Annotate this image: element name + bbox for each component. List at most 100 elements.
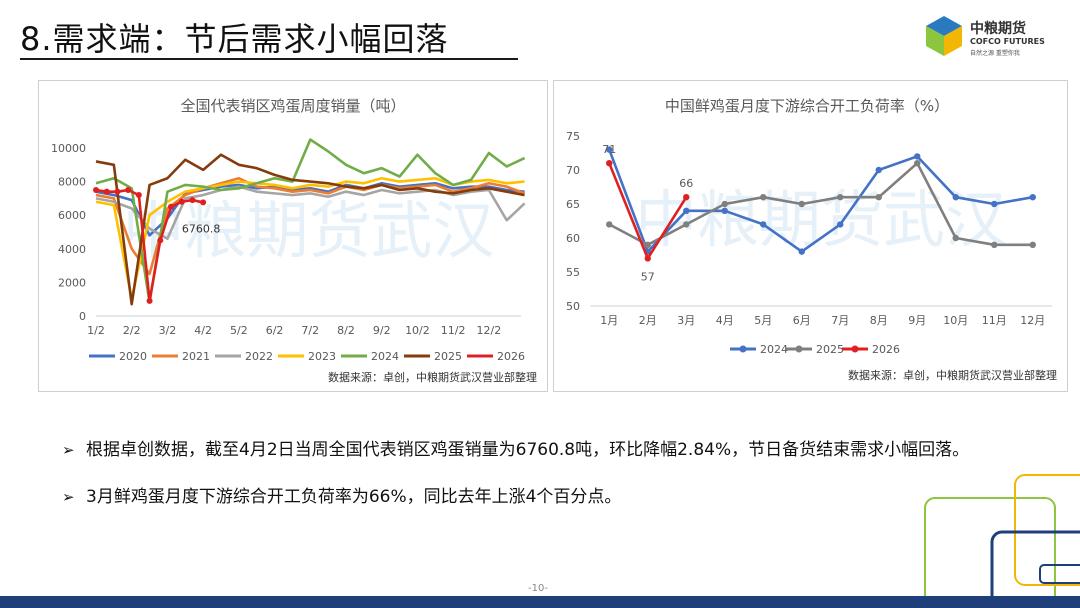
- data-label: 6760.8: [182, 222, 221, 235]
- decorative-frames: [924, 474, 1080, 596]
- chart-source: 数据来源：卓创，中粮期货武汉营业部整理: [848, 368, 1057, 382]
- legend-label-2020: 2020: [119, 350, 147, 363]
- data-point-2024: [952, 194, 959, 201]
- data-point-2026: [644, 255, 651, 262]
- data-point-2024: [914, 153, 921, 160]
- arrow-bullet-icon: ➢: [62, 441, 75, 459]
- x-tick-label: 5月: [754, 314, 772, 327]
- y-tick-label: 65: [566, 198, 580, 211]
- series-line-2025: [95, 153, 525, 306]
- x-tick-label: 10月: [943, 314, 968, 327]
- data-point-2026: [606, 160, 613, 167]
- legend-marker-2026: [851, 345, 859, 353]
- y-tick-label: 70: [566, 164, 580, 177]
- data-point-2024: [1029, 194, 1036, 201]
- x-tick-label: 12/2: [477, 324, 502, 337]
- y-tick-label: 2000: [58, 276, 86, 289]
- x-tick-label: 2/2: [123, 324, 141, 337]
- data-point-2025: [721, 200, 728, 208]
- data-point-2026: [683, 194, 690, 201]
- data-point-2025: [991, 241, 998, 248]
- x-tick-label: 5/2: [230, 324, 248, 337]
- x-tick-label: 12月: [1020, 314, 1045, 327]
- chart-panel-utilization: 中粮期货武汉 中国鲜鸡蛋月度下游综合开工负荷率（%） 50 55 60 65 70 75 1月 2…: [553, 80, 1068, 392]
- legend-label-2023: 2023: [308, 350, 336, 363]
- page-number: -10-: [528, 583, 548, 594]
- data-point-2025: [1029, 241, 1036, 248]
- data-point-2024: [606, 146, 613, 153]
- chart-panel-weekly-sales: 中粮期货武汉 全国代表销区鸡蛋周度销量（吨） 0 2000 4000 6000 8000 10…: [38, 80, 548, 392]
- bullet-text: 3月鲜鸡蛋月度下游综合开工负荷率为66%，同比去年上涨4个百分点。: [86, 487, 622, 507]
- data-point-2026: [103, 188, 110, 195]
- x-tick-label: 4/2: [194, 324, 212, 337]
- y-tick-label: 75: [566, 130, 580, 143]
- x-tick-label: 11月: [982, 314, 1007, 327]
- data-label: 57: [641, 270, 655, 283]
- chart-source: 数据来源：卓创，中粮期货武汉营业部整理: [328, 370, 537, 384]
- arrow-bullet-icon: ➢: [62, 488, 75, 506]
- bullet-list: ➢ 根据卓创数据，截至4月2日当周全国代表销区鸡蛋销量为6760.8吨，环比降幅…: [62, 438, 986, 532]
- logo-slogan: 自然之源 重塑你我: [970, 50, 1020, 57]
- data-point-2024: [798, 248, 805, 255]
- data-point-2024: [721, 207, 728, 214]
- data-point-2024: [683, 207, 690, 214]
- bullet-item: ➢ 根据卓创数据，截至4月2日当周全国代表销区鸡蛋销量为6760.8吨，环比降幅…: [62, 438, 986, 463]
- x-tick-label: 11/2: [441, 324, 466, 337]
- x-tick-label: 6/2: [266, 324, 284, 337]
- x-tick-label: 7/2: [301, 324, 319, 337]
- data-point-2026: [135, 192, 142, 199]
- legend-label-2025: 2025: [816, 343, 844, 356]
- data-point-2026: [93, 187, 99, 193]
- cofco-logo-icon: [926, 16, 962, 56]
- data-point-2025: [837, 194, 844, 201]
- legend-label-2025: 2025: [434, 350, 462, 363]
- x-tick-label: 2月: [639, 314, 657, 327]
- data-label: 71: [602, 143, 616, 156]
- y-tick-label: 4000: [58, 243, 86, 256]
- legend-label-2026: 2026: [497, 350, 525, 363]
- x-tick-label: 8月: [870, 314, 888, 327]
- data-point-2026: [189, 197, 196, 204]
- y-tick-label: 8000: [58, 176, 86, 189]
- y-tick-label: 0: [79, 310, 86, 323]
- chart-title: 全国代表销区鸡蛋周度销量（吨）: [180, 97, 405, 115]
- x-tick-label: 3月: [677, 314, 695, 327]
- y-tick-label: 60: [566, 232, 580, 245]
- data-point-2025: [952, 234, 959, 242]
- x-tick-label: 10/2: [405, 324, 430, 337]
- y-tick-label: 50: [566, 300, 580, 313]
- x-tick-label: 6月: [793, 314, 811, 327]
- data-point-2026: [200, 199, 207, 206]
- y-tick-label: 55: [566, 266, 580, 279]
- legend-label-2021: 2021: [182, 350, 210, 363]
- data-point-2026: [146, 297, 153, 304]
- series-line-2025: [608, 161, 1033, 247]
- series-line-2024: [95, 138, 526, 304]
- cofco-logo: 中粮期货 COFCO FUTURES 自然之源 重塑你我: [922, 14, 1052, 60]
- data-point-2026: [157, 237, 164, 244]
- data-point-2026: [178, 198, 185, 205]
- x-tick-label: 4月: [716, 314, 734, 327]
- bullet-text: 根据卓创数据，截至4月2日当周全国代表销区鸡蛋销量为6760.8吨，环比降幅2.…: [86, 440, 970, 460]
- series-line-2024: [608, 149, 1033, 253]
- x-tick-label: 8/2: [337, 324, 355, 337]
- title-underline: [20, 58, 518, 60]
- data-point-2026: [168, 203, 174, 210]
- x-tick-label: 1月: [600, 314, 618, 327]
- data-label: 66: [679, 177, 693, 190]
- data-point-2024: [991, 200, 998, 208]
- logo-english: COFCO FUTURES: [970, 37, 1045, 46]
- y-tick-label: 10000: [51, 142, 86, 155]
- data-point-2026: [125, 187, 132, 193]
- weekly-sales-chart: 中粮期货武汉 全国代表销区鸡蛋周度销量（吨） 0 2000 4000 6000 8000 10…: [51, 97, 537, 384]
- data-point-2025: [606, 221, 613, 228]
- legend-marker-2024: [739, 345, 747, 353]
- chart-title: 中国鲜鸡蛋月度下游综合开工负荷率（%）: [665, 97, 949, 115]
- data-point-2024: [875, 166, 882, 174]
- x-tick-label: 9/2: [373, 324, 391, 337]
- series-line-2021: [95, 176, 526, 276]
- data-point-2025: [760, 194, 767, 201]
- legend-label-2024: 2024: [371, 350, 399, 363]
- y-tick-label: 6000: [58, 209, 86, 222]
